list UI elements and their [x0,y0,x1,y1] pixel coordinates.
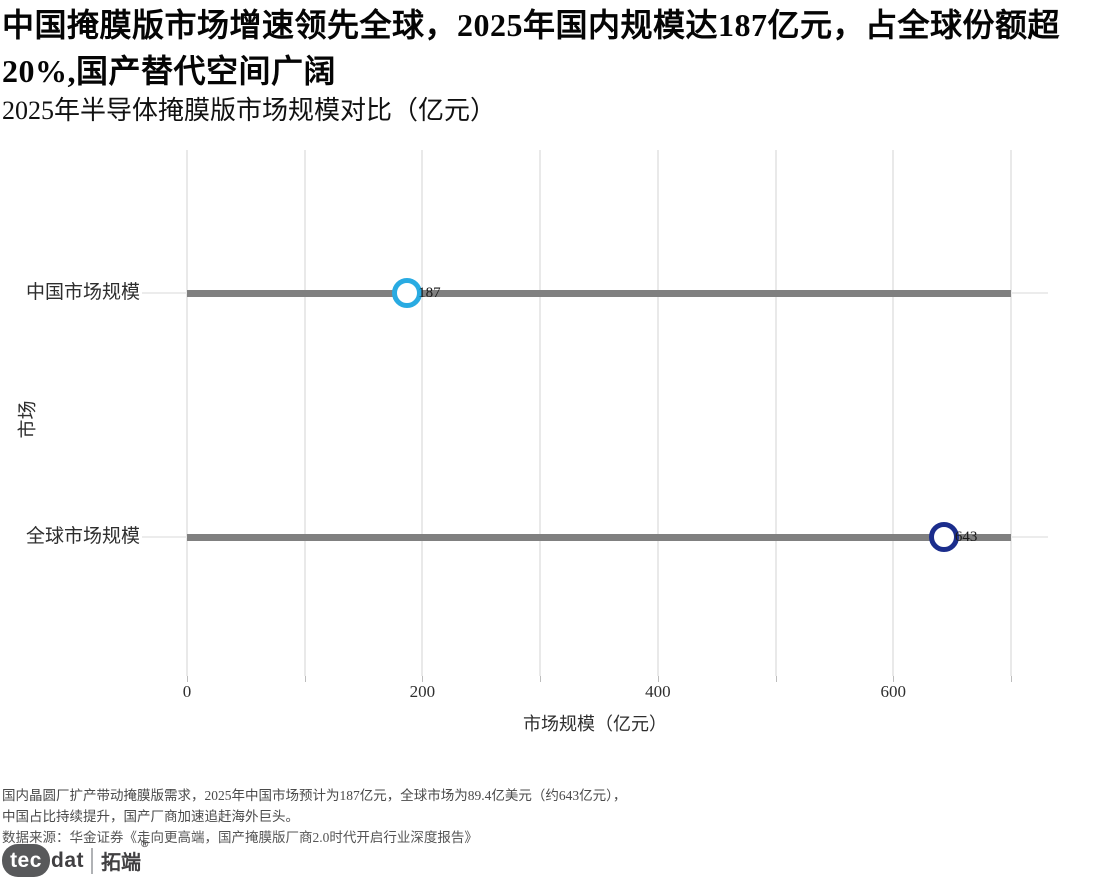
annotation-line-2: 中国占比持续提升，国产厂商加速追赶海外巨头。 [2,809,299,824]
x-axis-tick [775,676,777,682]
data-point-label: 187 [418,285,441,301]
v-gridline [303,150,306,676]
x-axis-tick [657,676,659,682]
baseline-bar [187,533,1011,541]
x-tick-label: 0 [182,682,192,701]
x-tick-label: 200 [409,682,436,701]
x-axis-tick [540,676,542,682]
y-category-label: 全球市场规模 [25,526,140,547]
data-point-marker [392,278,423,308]
tecdat-logo: tec dat 拓端® [2,839,149,877]
logo-cn-text: 拓端® [101,839,149,874]
data-point-marker [928,522,959,552]
v-gridline [892,150,895,676]
logo-separator [91,847,93,874]
y-axis-title: 市场 [17,400,39,439]
x-axis-tick [422,676,424,682]
x-axis-title: 市场规模（亿元） [523,714,667,734]
data-source-note: 数据来源：华金证券《走向更高端，国产掩膜版厂商2.0时代开启行业深度报告》 [2,830,478,845]
x-tick-label: 600 [880,682,907,701]
x-tick-label: 400 [645,682,671,701]
logo-tec-badge: tec [2,844,50,877]
chart-title: 2025年半导体掩膜版市场规模对比（亿元） [2,96,497,125]
logo-dat-text: dat [51,848,84,872]
baseline-bar [187,289,1011,297]
v-gridline [774,150,777,676]
v-gridline [1010,150,1012,676]
y-category-label: 中国市场规模 [25,282,140,303]
annotation-line-1: 国内晶圆厂扩产带动掩膜版需求，2025年中国市场预计为187亿元，全球市场为89… [2,788,627,803]
x-axis-tick [304,676,306,682]
v-gridline [186,150,188,676]
page-title: 中国掩膜版市场增速领先全球，2025年国内规模达187亿元，占全球份额超20%,… [2,7,1061,89]
registered-mark: ® [141,839,149,850]
x-axis-tick [893,676,895,682]
plot-area: 187 643 [142,150,1048,676]
x-axis-tick [1011,676,1012,682]
v-gridline [539,150,542,676]
v-gridline [421,150,424,676]
v-gridline [656,150,659,676]
x-axis-tick [187,676,188,682]
data-point-label: 643 [954,529,978,545]
